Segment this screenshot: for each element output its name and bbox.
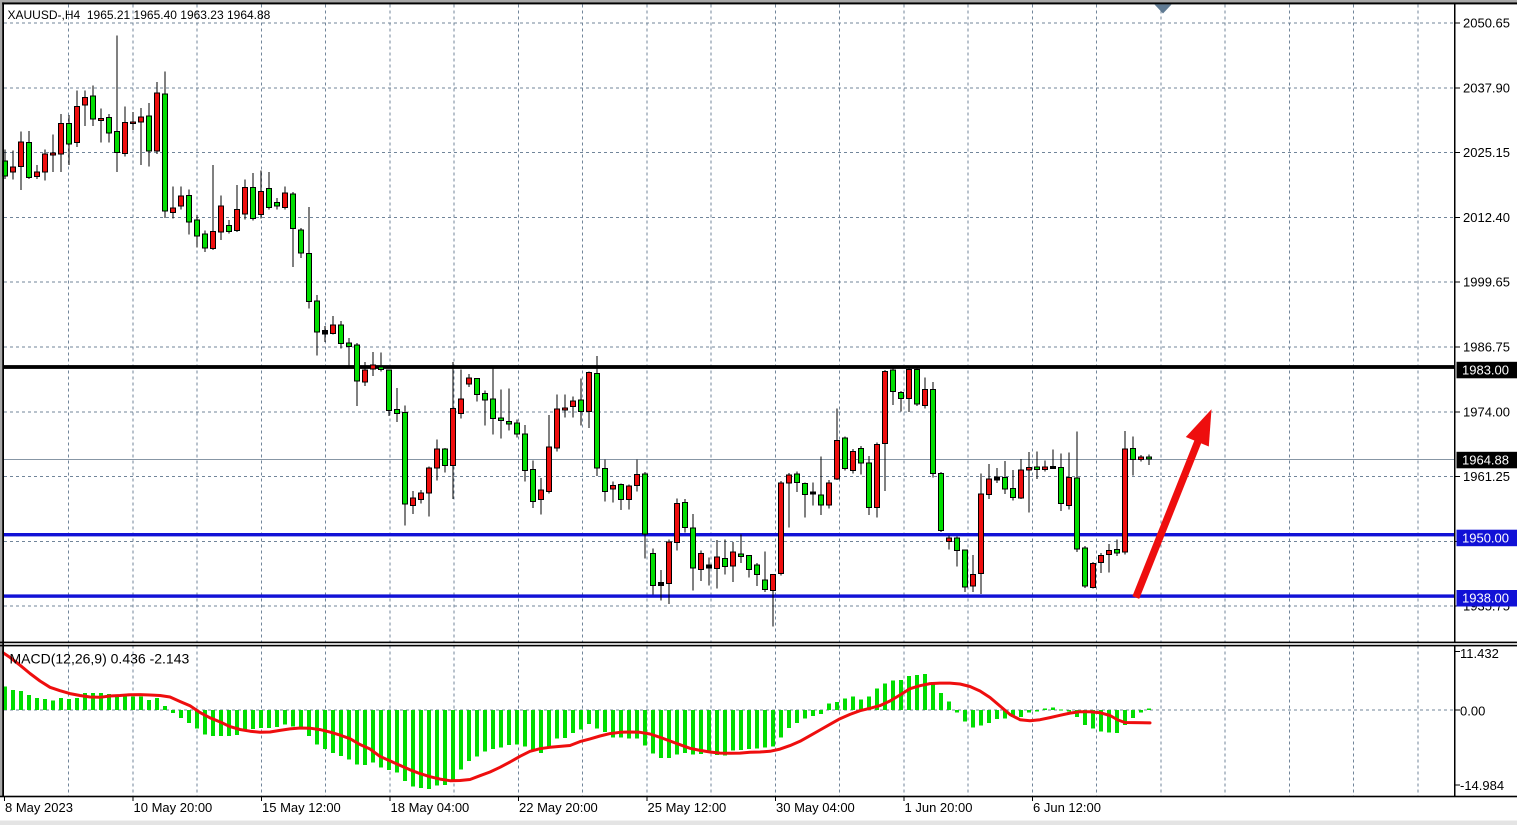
svg-text:2050.65: 2050.65 bbox=[1463, 16, 1510, 31]
svg-text:6 Jun 12:00: 6 Jun 12:00 bbox=[1033, 800, 1101, 815]
svg-text:8 May 2023: 8 May 2023 bbox=[5, 800, 73, 815]
svg-text:30 May 04:00: 30 May 04:00 bbox=[776, 800, 855, 815]
svg-text:11.432: 11.432 bbox=[1460, 646, 1499, 661]
svg-text:1974.00: 1974.00 bbox=[1463, 404, 1510, 419]
svg-text:2012.40: 2012.40 bbox=[1463, 210, 1510, 225]
svg-text:1964.88: 1964.88 bbox=[1462, 452, 1509, 467]
svg-text:1983.00: 1983.00 bbox=[1462, 362, 1509, 377]
svg-text:XAUUSD-,H4 1965.21 1965.40 19: XAUUSD-,H4 1965.21 1965.40 1963.23 1964.… bbox=[8, 8, 271, 22]
svg-text:1999.65: 1999.65 bbox=[1463, 275, 1510, 290]
svg-text:1938.00: 1938.00 bbox=[1462, 591, 1509, 606]
svg-text:2037.90: 2037.90 bbox=[1463, 80, 1510, 95]
svg-text:MACD(12,26,9) 0.436 -2.143: MACD(12,26,9) 0.436 -2.143 bbox=[10, 651, 190, 667]
svg-text:1961.25: 1961.25 bbox=[1463, 469, 1510, 484]
svg-text:1 Jun 20:00: 1 Jun 20:00 bbox=[905, 800, 973, 815]
svg-text:18 May 04:00: 18 May 04:00 bbox=[391, 800, 470, 815]
svg-text:-14.984: -14.984 bbox=[1460, 778, 1504, 793]
svg-text:15 May 12:00: 15 May 12:00 bbox=[262, 800, 341, 815]
svg-text:2025.15: 2025.15 bbox=[1463, 145, 1510, 160]
svg-text:25 May 12:00: 25 May 12:00 bbox=[648, 800, 727, 815]
svg-text:1950.00: 1950.00 bbox=[1462, 530, 1509, 545]
svg-text:22 May 20:00: 22 May 20:00 bbox=[519, 800, 598, 815]
svg-text:0.00: 0.00 bbox=[1460, 703, 1485, 718]
svg-text:1986.75: 1986.75 bbox=[1463, 340, 1510, 355]
svg-text:10 May 20:00: 10 May 20:00 bbox=[134, 800, 213, 815]
